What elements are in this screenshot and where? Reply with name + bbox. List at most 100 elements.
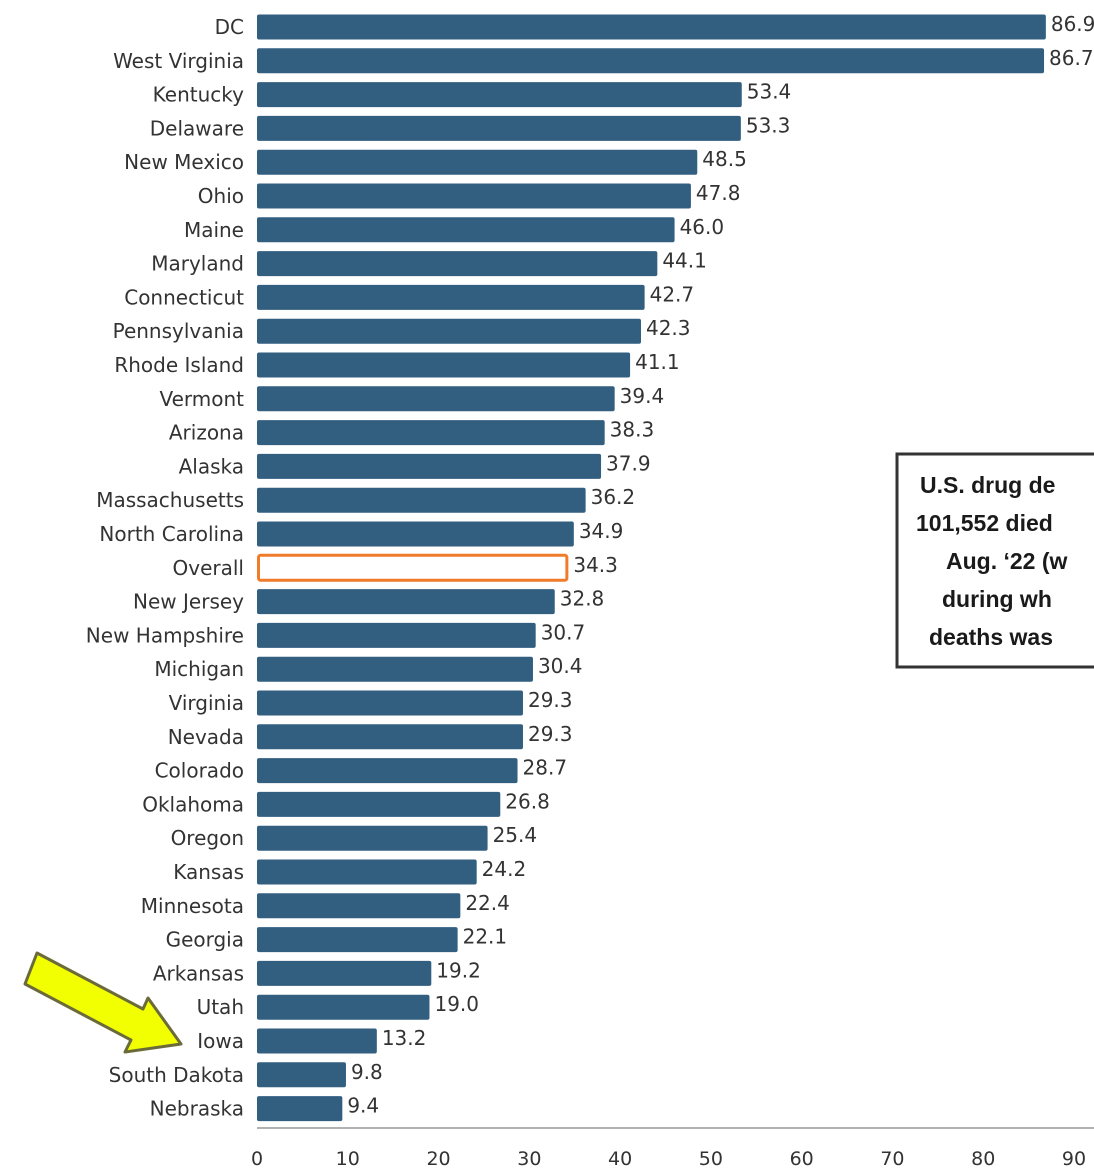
- bar: [257, 724, 523, 750]
- x-tick-label: 20: [426, 1148, 450, 1169]
- value-label: 9.4: [347, 1094, 379, 1118]
- value-label: 34.9: [579, 519, 624, 543]
- x-tick-label: 80: [971, 1148, 995, 1169]
- category-label: Connecticut: [124, 285, 244, 309]
- value-label: 86.7: [1049, 46, 1094, 70]
- x-tick-label: 0: [251, 1148, 263, 1169]
- value-label: 30.7: [541, 620, 586, 644]
- category-label: Kansas: [173, 860, 244, 884]
- bar: [257, 927, 458, 953]
- bar-overall: [257, 553, 569, 582]
- value-label: 22.1: [463, 925, 508, 949]
- annotation-line: deaths was: [929, 624, 1053, 650]
- bar: [257, 758, 518, 784]
- value-label: 41.1: [635, 350, 680, 374]
- arrow-icon: [23, 951, 183, 1054]
- bar: [257, 791, 501, 817]
- value-label: 36.2: [591, 485, 636, 509]
- x-tick-label: 10: [336, 1148, 360, 1169]
- bar: [257, 453, 602, 479]
- annotation-border: [895, 452, 1094, 669]
- value-label: 42.3: [646, 316, 691, 340]
- bar: [257, 149, 698, 175]
- value-label: 25.4: [493, 823, 538, 847]
- category-label: Georgia: [166, 928, 244, 952]
- value-label: 48.5: [702, 147, 747, 171]
- category-label: New Mexico: [124, 150, 244, 174]
- value-label: 34.3: [573, 553, 618, 577]
- bar: [257, 859, 477, 885]
- value-label: 24.2: [482, 857, 527, 881]
- x-tick-label: 70: [880, 1148, 904, 1169]
- value-label: 37.9: [606, 451, 651, 475]
- x-tick-label: 60: [790, 1148, 814, 1169]
- bar: [257, 960, 432, 986]
- bar: [257, 893, 461, 919]
- bar: [257, 487, 586, 513]
- category-label: Ohio: [198, 184, 244, 208]
- value-label: 22.4: [465, 891, 510, 915]
- bar: [257, 352, 631, 378]
- category-label: Arkansas: [153, 961, 244, 985]
- labels-layer: DC 86.9 West Virginia 86.7 Kentucky 53.4 Delaw…: [86, 12, 1094, 1121]
- value-label: 39.4: [620, 384, 665, 408]
- bar: [257, 1028, 377, 1054]
- category-label: Overall: [173, 556, 244, 580]
- bar: [257, 318, 641, 344]
- category-label: Iowa: [197, 1029, 244, 1053]
- category-label: New Hampshire: [86, 623, 244, 647]
- annotation-line: Aug. ‘22 (w: [946, 548, 1068, 574]
- x-tick-label: 90: [1062, 1148, 1086, 1169]
- value-label: 9.8: [351, 1060, 383, 1084]
- bar: [257, 420, 605, 446]
- yellow-arrow-icon: [23, 951, 183, 1054]
- category-label: North Carolina: [99, 522, 244, 546]
- category-label: Michigan: [154, 657, 244, 681]
- category-label: Oregon: [171, 826, 244, 850]
- category-label: Virginia: [169, 691, 244, 715]
- category-label: Alaska: [179, 454, 244, 478]
- value-label: 19.2: [436, 958, 481, 982]
- bar: [257, 183, 691, 209]
- value-label: 26.8: [505, 789, 550, 813]
- value-label: 44.1: [662, 249, 707, 273]
- bars-layer: [257, 14, 1046, 1122]
- value-label: 13.2: [382, 1026, 427, 1050]
- x-axis: 0 10 20 30 40 50 60 70 80 90: [251, 1127, 1094, 1170]
- category-label: Kentucky: [153, 83, 244, 107]
- annotation-line: during wh: [942, 586, 1052, 612]
- bar: [257, 825, 488, 851]
- bar: [257, 251, 658, 277]
- bar: [257, 284, 645, 310]
- value-label: 29.3: [528, 722, 573, 746]
- bar: [257, 1096, 343, 1122]
- category-label: Utah: [197, 995, 244, 1019]
- x-tick-label: 50: [699, 1148, 723, 1169]
- value-label: 19.0: [434, 992, 479, 1016]
- value-label: 46.0: [680, 215, 725, 239]
- bar: [257, 622, 536, 648]
- category-label: Rhode Island: [114, 353, 244, 377]
- category-label: Nebraska: [150, 1097, 244, 1121]
- bar: [257, 690, 523, 716]
- bar: [257, 14, 1046, 40]
- category-label: Arizona: [169, 421, 244, 445]
- category-label: Massachusetts: [96, 488, 244, 512]
- bar: [257, 656, 533, 682]
- value-label: 53.4: [747, 80, 792, 104]
- category-label: South Dakota: [109, 1063, 244, 1087]
- annotation-line: 101,552 died: [916, 510, 1053, 536]
- bar: [257, 48, 1045, 74]
- value-label: 30.4: [538, 654, 583, 678]
- bar: [257, 386, 615, 412]
- bar: [257, 1062, 346, 1088]
- category-label: Maine: [184, 218, 244, 242]
- annotation-line: U.S. drug de: [920, 472, 1055, 498]
- category-label: Maryland: [151, 252, 244, 276]
- bar: [257, 994, 430, 1020]
- value-label: 47.8: [696, 181, 741, 205]
- x-tick-label: 40: [608, 1148, 632, 1169]
- bar: [257, 82, 742, 108]
